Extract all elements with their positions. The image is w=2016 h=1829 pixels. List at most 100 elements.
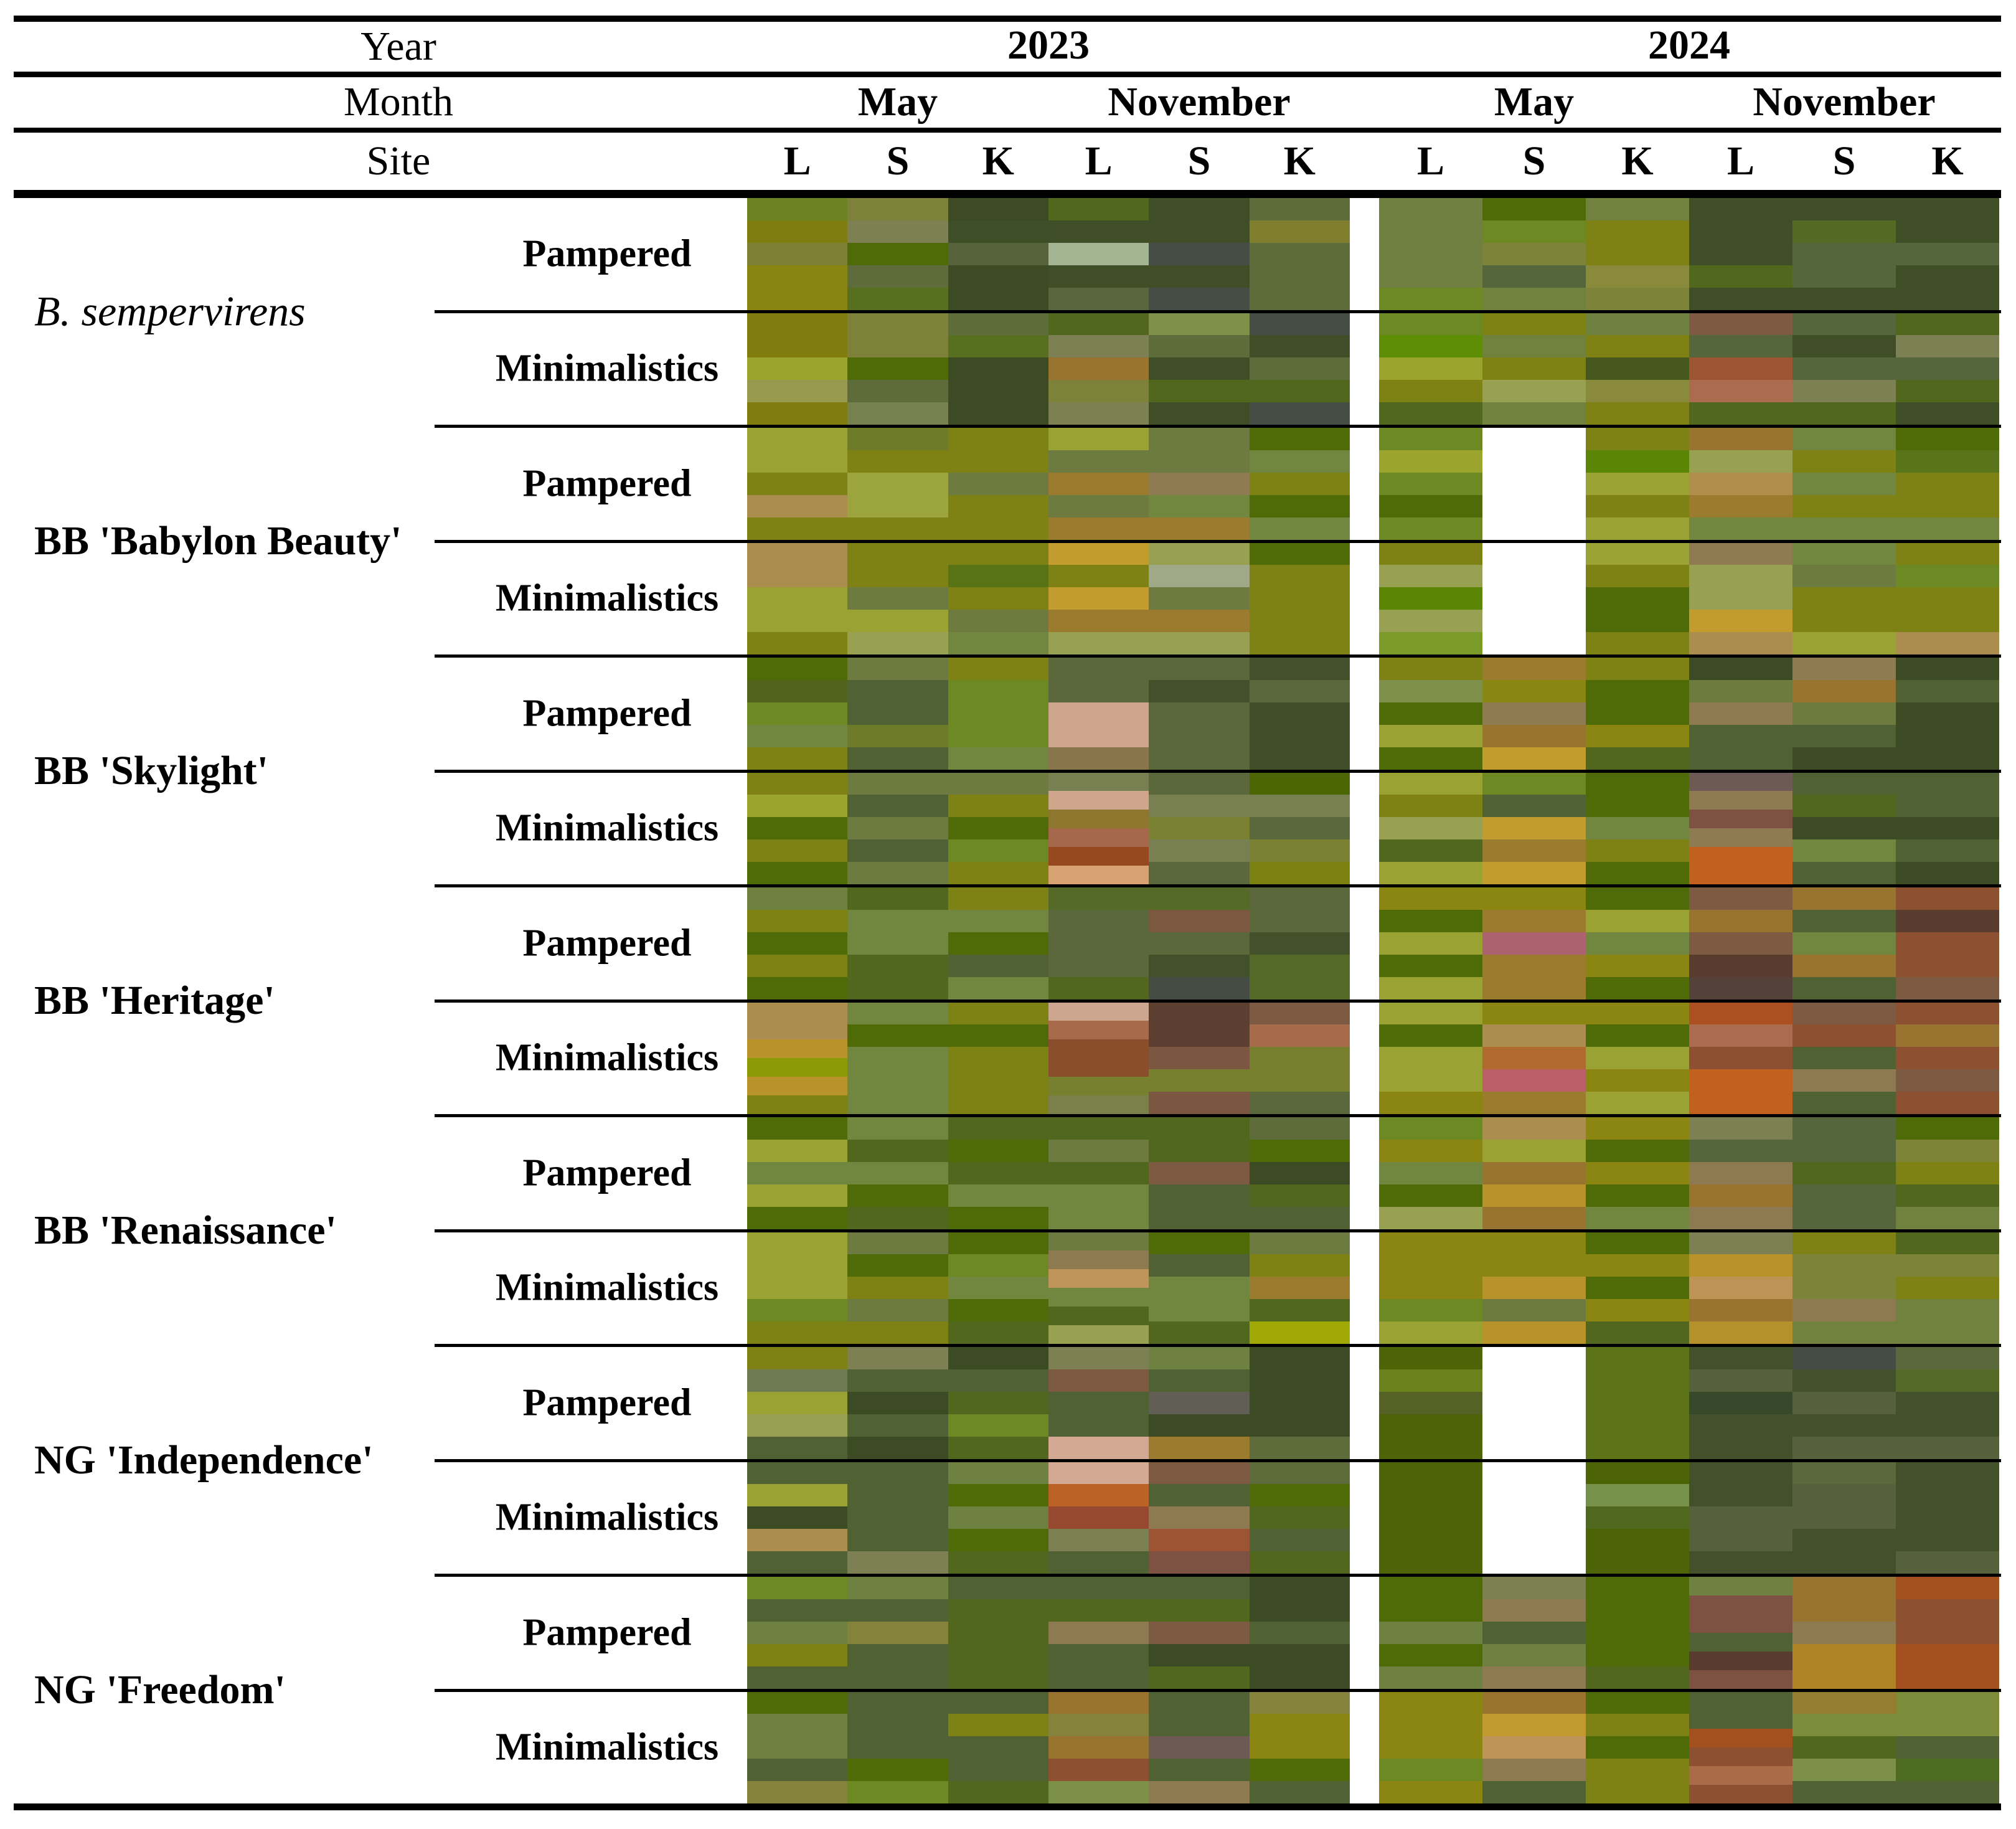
heatmap-cell: [1792, 658, 1896, 770]
heatmap-cell: [1792, 772, 1896, 885]
color-strip: [1689, 1232, 1792, 1255]
color-strip: [1249, 517, 1350, 540]
color-strip: [1048, 954, 1149, 977]
color-strip: [1249, 1139, 1350, 1162]
color-strip: [847, 1277, 948, 1300]
color-strip: [1586, 747, 1689, 770]
color-strip: [1896, 265, 1999, 288]
border-line-top: [14, 16, 2001, 22]
color-strip: [1896, 1139, 1999, 1162]
color-strip: [1689, 954, 1792, 977]
color-strip: [1586, 862, 1689, 885]
color-strip: [1586, 287, 1689, 310]
heatmap-cell: [1149, 1117, 1250, 1229]
color-strip: [747, 450, 848, 473]
divider-line: [435, 1458, 2001, 1462]
color-strip: [1586, 242, 1689, 265]
color-strip: [1586, 313, 1689, 336]
heatmap-cell: [948, 1577, 1048, 1689]
color-strip: [1048, 1077, 1149, 1096]
heatmap-cell: [847, 1462, 948, 1574]
color-strip: [1149, 795, 1250, 818]
color-strip: [1379, 1184, 1482, 1207]
color-strip: [1249, 1002, 1350, 1025]
color-strip: [1048, 1759, 1149, 1782]
color-strip: [1048, 1599, 1149, 1622]
color-strip: [1896, 610, 1999, 633]
color-strip: [1896, 1117, 1999, 1140]
heatmap-cell: [1586, 1691, 1689, 1804]
heatmap-cell: [1048, 658, 1149, 770]
color-strip: [747, 1299, 848, 1322]
color-strip: [948, 839, 1048, 863]
heatmap-cell: [1586, 1002, 1689, 1115]
color-strip: [1048, 265, 1149, 288]
color-strip: [847, 1254, 948, 1277]
heatmap-cell: [1149, 1002, 1250, 1115]
color-strip: [1048, 828, 1149, 848]
color-strip: [747, 1321, 848, 1345]
color-strip: [747, 428, 848, 450]
color-strip: [1249, 1184, 1350, 1207]
color-strip: [1249, 1069, 1350, 1092]
color-strip: [1149, 817, 1250, 840]
color-strip: [1896, 1577, 1999, 1599]
heatmap-cell: [1689, 1462, 1792, 1574]
heatmap-cell: [1379, 198, 1482, 310]
color-strip: [1586, 1414, 1689, 1437]
color-strip: [1048, 1206, 1149, 1229]
color-strip: [1379, 1321, 1482, 1345]
color-strip: [1792, 357, 1896, 380]
site-letter: L: [1416, 138, 1445, 184]
color-strip: [948, 265, 1048, 288]
color-strip: [1249, 632, 1350, 655]
color-strip: [1689, 810, 1792, 829]
color-strip: [747, 198, 848, 220]
color-strip: [948, 954, 1048, 977]
color-strip: [847, 1643, 948, 1666]
color-strip: [1379, 1621, 1482, 1644]
color-strip: [1249, 542, 1350, 565]
color-strip: [1482, 335, 1586, 358]
heatmap-cell: [747, 313, 848, 425]
heatmap-cell: [1792, 1691, 1896, 1804]
color-strip: [1586, 1391, 1689, 1414]
color-strip: [1896, 632, 1999, 655]
heatmap-cell: [1896, 1462, 1999, 1574]
heatmap-cell: [1249, 1002, 1350, 1115]
month-label-may-2023: May: [857, 79, 938, 125]
color-strip: [1379, 565, 1482, 588]
color-strip: [1379, 1254, 1482, 1277]
color-strip: [1249, 1759, 1350, 1782]
color-strip: [1379, 1232, 1482, 1255]
color-strip: [1379, 702, 1482, 725]
color-strip: [948, 198, 1048, 220]
heatmap-cell: [1482, 1577, 1586, 1689]
color-strip: [1379, 747, 1482, 770]
color-strip: [1792, 1436, 1896, 1459]
color-strip: [948, 380, 1048, 403]
heatmap-cell: [1048, 428, 1149, 540]
color-strip: [1048, 587, 1149, 610]
color-strip: [1792, 494, 1896, 518]
color-strip: [1482, 1024, 1586, 1047]
color-strip: [1792, 587, 1896, 610]
heatmap-cell: [1689, 1232, 1792, 1345]
color-strip: [948, 1232, 1048, 1255]
heatmap-cell: [1792, 1002, 1896, 1115]
heatmap-cell: [1792, 1117, 1896, 1229]
heatmap-cell: [1249, 1577, 1350, 1689]
color-strip: [1896, 679, 1999, 702]
color-strip: [1792, 1347, 1896, 1369]
species-label: NG 'Independence': [34, 1437, 374, 1483]
color-strip: [847, 1781, 948, 1804]
heatmap-cell: [1249, 887, 1350, 1000]
color-strip: [847, 587, 948, 610]
heatmap-cell: [1048, 1347, 1149, 1459]
color-strip: [1379, 428, 1482, 450]
color-strip: [1689, 828, 1792, 848]
color-strip: [1048, 1161, 1149, 1184]
color-strip: [1792, 1369, 1896, 1392]
color-strip: [1249, 772, 1350, 795]
color-strip: [747, 587, 848, 610]
